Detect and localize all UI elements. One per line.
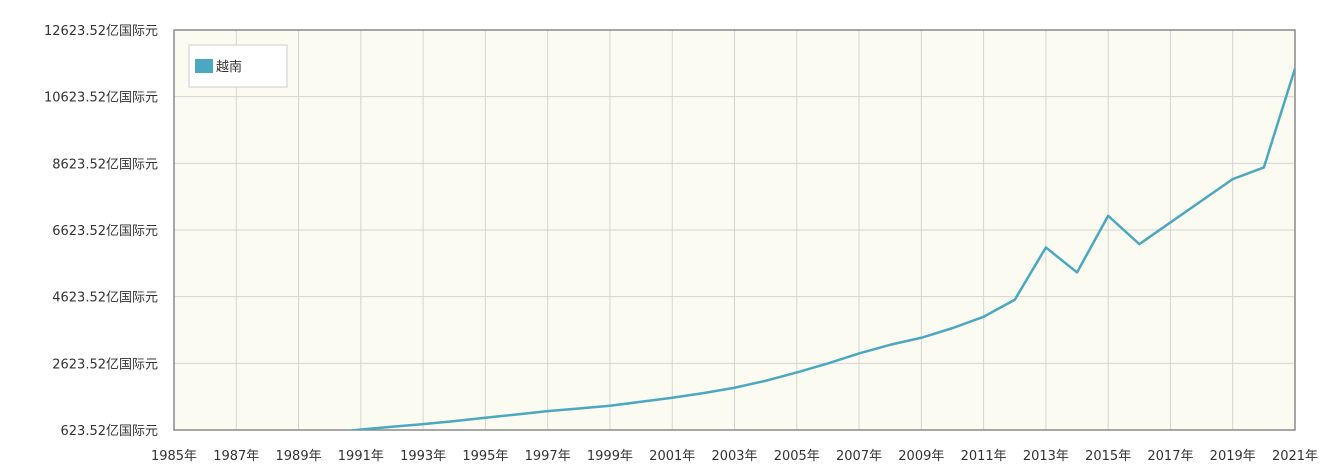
y-tick-label: 623.52亿国际元 xyxy=(61,424,159,439)
x-tick-label: 1991年 xyxy=(338,449,384,464)
x-tick-label: 2005年 xyxy=(774,449,820,464)
x-tick-label: 1987年 xyxy=(213,449,259,464)
x-tick-label: 2009年 xyxy=(898,449,944,464)
x-tick-label: 2019年 xyxy=(1210,449,1256,464)
y-tick-label: 12623.52亿国际元 xyxy=(44,24,158,39)
x-tick-label: 2015年 xyxy=(1085,449,1131,464)
x-tick-label: 2021年 xyxy=(1272,449,1318,464)
x-tick-label: 2017年 xyxy=(1147,449,1193,464)
y-tick-label: 8623.52亿国际元 xyxy=(52,157,158,172)
y-tick-label: 2623.52亿国际元 xyxy=(52,357,158,372)
y-axis-ticks: 12623.52亿国际元 10623.52亿国际元 8623.52亿国际元 6623.… xyxy=(44,24,158,439)
legend-swatch xyxy=(195,59,213,73)
series-lines xyxy=(345,68,1295,430)
y-tick-label: 4623.52亿国际元 xyxy=(52,291,158,306)
legend: 越南 xyxy=(188,44,288,88)
x-tick-label: 2003年 xyxy=(711,449,757,464)
x-tick-label: 1999年 xyxy=(587,449,633,464)
x-tick-label: 1995年 xyxy=(462,449,508,464)
series-line xyxy=(345,68,1295,430)
y-tick-label: 6623.52亿国际元 xyxy=(52,224,158,239)
x-axis-ticks: 1985年 1987年 1989年 1991年 1993年 1995年 1997年 1999年… xyxy=(151,449,1318,464)
x-tick-label: 1989年 xyxy=(276,449,322,464)
x-tick-label: 2011年 xyxy=(961,449,1007,464)
x-tick-label: 2007年 xyxy=(836,449,882,464)
y-tick-label: 10623.52亿国际元 xyxy=(44,91,158,106)
x-tick-label: 2001年 xyxy=(649,449,695,464)
x-tick-label: 1985年 xyxy=(151,449,197,464)
x-tick-label: 1997年 xyxy=(525,449,571,464)
legend-label: 越南 xyxy=(216,59,242,75)
x-tick-label: 2013年 xyxy=(1023,449,1069,464)
plot-border xyxy=(173,29,1296,431)
x-tick-label: 1993年 xyxy=(400,449,446,464)
